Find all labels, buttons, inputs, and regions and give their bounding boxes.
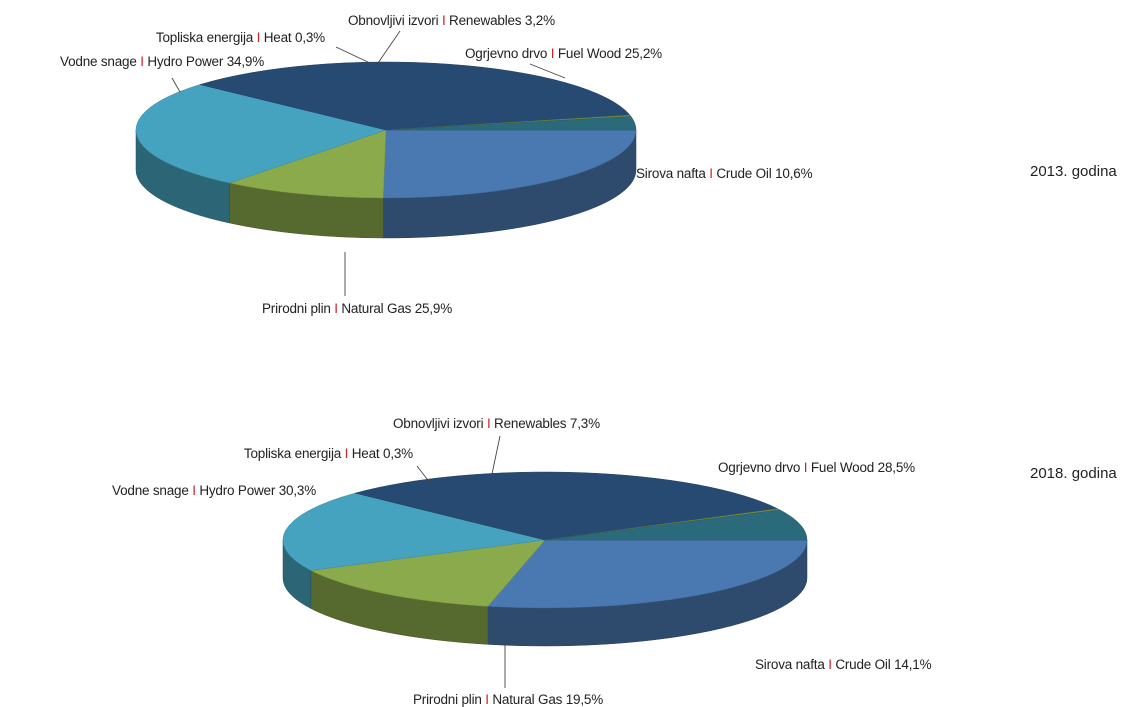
pie-slice-renewables xyxy=(385,116,637,131)
pie-slice-renewables xyxy=(544,509,808,541)
leader-line-fuel-wood xyxy=(529,63,566,79)
slice-label-hr: Obnovljivi izvori xyxy=(348,13,442,28)
pie-slice-natural-gas xyxy=(282,492,546,571)
leader-line-heat xyxy=(335,46,373,65)
label-separator: I xyxy=(140,54,144,69)
pie-top-faces xyxy=(135,61,637,199)
slice-label-en: Crude Oil xyxy=(832,657,894,672)
label-separator: I xyxy=(192,483,196,498)
slice-label-en: Hydro Power xyxy=(196,483,279,498)
slice-label-hr: Vodne snage xyxy=(60,54,140,69)
slice-value-label: 19,5% xyxy=(566,692,603,707)
slice-label-en: Renewables xyxy=(491,416,570,431)
slice-label-hydro-power: Vodne snage I Hydro Power 30,3% xyxy=(112,483,316,498)
pie-slice-hydro-power xyxy=(354,471,779,541)
slice-value-label: 28,5% xyxy=(878,460,915,475)
label-separator: I xyxy=(257,30,261,45)
pie-slice-hydro-power xyxy=(198,61,631,131)
pie-slice-crude-oil xyxy=(309,539,546,607)
slice-label-hr: Vodne snage xyxy=(112,483,192,498)
label-separator: I xyxy=(804,460,808,475)
slice-label-en: Fuel Wood xyxy=(554,46,624,61)
label-separator: I xyxy=(442,13,446,28)
slice-label-en: Heat xyxy=(260,30,295,45)
slice-label-renewables: Obnovljivi izvori I Renewables 3,2% xyxy=(348,13,555,28)
pie-labels: Ogrjevno drvo I Fuel Wood 28,5% Sirova na… xyxy=(112,416,932,707)
label-separator: I xyxy=(828,657,832,672)
slice-value-label: 34,9% xyxy=(227,54,264,69)
slice-label-hr: Ogrjevno drvo xyxy=(718,460,804,475)
label-separator: I xyxy=(709,166,713,181)
slice-label-hr: Sirova nafta xyxy=(636,166,709,181)
slice-label-en: Fuel Wood xyxy=(807,460,877,475)
slice-label-heat: Topliska energija I Heat 0,3% xyxy=(156,30,325,45)
leader-line-heat xyxy=(416,465,435,489)
pie-slice-fuel-wood xyxy=(487,539,808,609)
slice-label-en: Natural Gas xyxy=(489,692,566,707)
chart-title: 2018. godina xyxy=(1030,465,1117,482)
pie-chart-2013: Ogrjevno drvo I Fuel Wood 25,2% Sirova na… xyxy=(60,13,1117,316)
slice-label-en: Renewables xyxy=(446,13,525,28)
label-separator: I xyxy=(485,692,489,707)
slice-label-en: Hydro Power xyxy=(144,54,227,69)
slice-label-renewables: Obnovljivi izvori I Renewables 7,3% xyxy=(393,416,600,431)
slice-value-label: 0,3% xyxy=(383,446,413,461)
slice-value-label: 25,9% xyxy=(415,301,452,316)
pie-slice-fuel-wood xyxy=(382,129,637,199)
pie-slice-natural-gas xyxy=(135,84,387,184)
slice-label-hr: Topliska energija xyxy=(244,446,345,461)
slice-label-heat: Topliska energija I Heat 0,3% xyxy=(244,446,413,461)
label-separator: I xyxy=(345,446,349,461)
slice-label-fuel-wood: Ogrjevno drvo I Fuel Wood 28,5% xyxy=(718,460,915,475)
pie-slice-crude-oil xyxy=(228,129,387,199)
slice-label-fuel-wood: Ogrjevno drvo I Fuel Wood 25,2% xyxy=(465,46,662,61)
slice-label-natural-gas: Prirodni plin I Natural Gas 19,5% xyxy=(413,692,603,707)
label-separator: I xyxy=(334,301,338,316)
leader-line-hydro-power xyxy=(171,77,181,93)
leader-line-renewables xyxy=(491,435,501,475)
chart-title: 2013. godina xyxy=(1030,163,1117,180)
slice-label-hr: Ogrjevno drvo xyxy=(465,46,551,61)
slice-label-hr: Sirova nafta xyxy=(755,657,828,672)
pie-side-walls xyxy=(135,129,637,239)
slice-label-en: Natural Gas xyxy=(338,301,415,316)
slice-value-label: 0,3% xyxy=(295,30,325,45)
slice-value-label: 10,6% xyxy=(775,166,812,181)
slice-value-label: 14,1% xyxy=(894,657,931,672)
pie-chart-2018: Ogrjevno drvo I Fuel Wood 28,5% Sirova na… xyxy=(112,416,1117,707)
slice-label-en: Crude Oil xyxy=(713,166,775,181)
leader-line-renewables xyxy=(377,30,401,64)
slice-label-hr: Prirodni plin xyxy=(262,301,334,316)
slice-label-hr: Topliska energija xyxy=(156,30,257,45)
slice-value-label: 3,2% xyxy=(525,13,555,28)
slice-label-hydro-power: Vodne snage I Hydro Power 34,9% xyxy=(60,54,264,69)
pie-top-faces xyxy=(282,471,808,609)
pie-labels: Ogrjevno drvo I Fuel Wood 25,2% Sirova na… xyxy=(60,13,813,316)
slice-label-hr: Prirodni plin xyxy=(413,692,485,707)
slice-label-hr: Obnovljivi izvori xyxy=(393,416,487,431)
slice-label-natural-gas: Prirodni plin I Natural Gas 25,9% xyxy=(262,301,452,316)
slice-label-crude-oil: Sirova nafta I Crude Oil 10,6% xyxy=(636,166,813,181)
label-separator: I xyxy=(487,416,491,431)
label-separator: I xyxy=(551,46,555,61)
slice-label-en: Heat xyxy=(348,446,383,461)
slice-value-label: 30,3% xyxy=(279,483,316,498)
slice-value-label: 25,2% xyxy=(625,46,662,61)
slice-label-crude-oil: Sirova nafta I Crude Oil 14,1% xyxy=(755,657,932,672)
slice-value-label: 7,3% xyxy=(570,416,600,431)
pie-side-walls xyxy=(282,539,808,647)
